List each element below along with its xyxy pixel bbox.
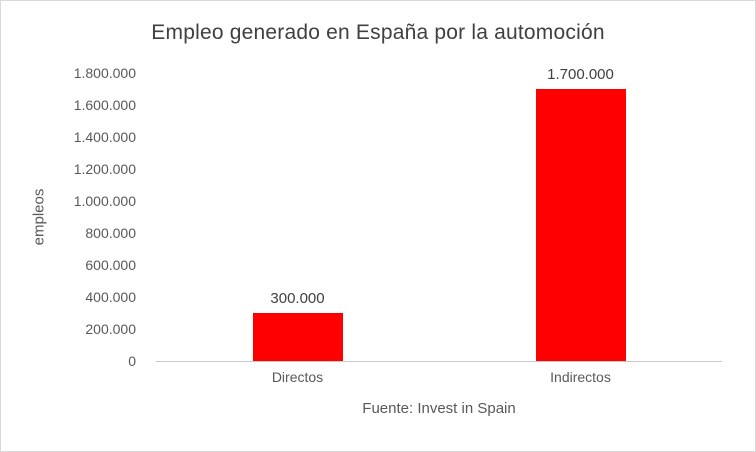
y-tick-label: 1.000.000 bbox=[73, 193, 136, 209]
bar-value-label: 1.700.000 bbox=[547, 66, 614, 83]
y-tick-label: 1.600.000 bbox=[73, 97, 136, 113]
y-tick-label: 1.800.000 bbox=[73, 65, 136, 81]
y-tick-label: 600.000 bbox=[85, 257, 136, 273]
y-tick-label: 1.400.000 bbox=[73, 129, 136, 145]
chart-title: Empleo generado en España por la automoc… bbox=[151, 21, 605, 44]
y-tick-label: 400.000 bbox=[85, 289, 136, 305]
category-label: Directos bbox=[271, 369, 324, 385]
y-tick-label: 800.000 bbox=[85, 225, 136, 241]
y-tick-label: 1.200.000 bbox=[73, 161, 136, 177]
y-tick-label: 0 bbox=[128, 353, 136, 369]
y-tick-label: 200.000 bbox=[85, 321, 136, 337]
x-axis-category-labels: Directos Indirectos bbox=[156, 369, 722, 389]
bar-value-label: 300.000 bbox=[270, 290, 325, 308]
source-caption: Fuente: Invest in Spain bbox=[362, 400, 516, 417]
plot-area: 300.000 1.700.000 bbox=[156, 66, 722, 362]
bar-indirectos bbox=[535, 89, 626, 361]
category-label: Indirectos bbox=[550, 369, 611, 385]
y-axis-tick-labels: 1.800.000 1.600.000 1.400.000 1.200.000 1.00… bbox=[1, 65, 146, 369]
bar-directos bbox=[252, 313, 343, 361]
